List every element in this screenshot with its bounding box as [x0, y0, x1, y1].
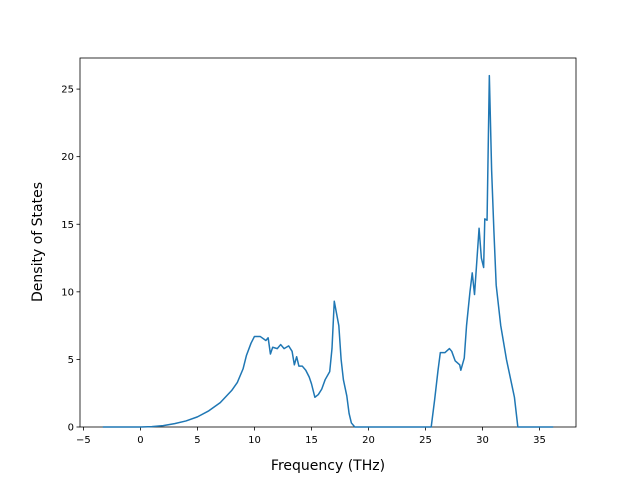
y-axis-label: Density of States — [30, 182, 46, 302]
x-tick-label: 30 — [476, 435, 489, 446]
x-tick-label: 35 — [533, 435, 546, 446]
x-tick-label: 5 — [194, 435, 200, 446]
plot-frame — [79, 57, 577, 428]
y-tick-label: 5 — [68, 355, 74, 366]
y-tick-label: 10 — [61, 287, 74, 298]
x-tick-label: 20 — [362, 435, 375, 446]
y-tick-label: 20 — [61, 152, 74, 163]
x-axis-label: Frequency (THz) — [271, 458, 385, 474]
y-tick-label: 0 — [68, 423, 74, 434]
x-tick-label: −5 — [76, 435, 91, 446]
x-tick-label: 0 — [137, 435, 143, 446]
x-tick-label: 10 — [248, 435, 261, 446]
y-tick-label: 15 — [61, 220, 74, 231]
line-series — [102, 74, 554, 428]
y-tick-label: 25 — [61, 85, 74, 96]
x-tick-label: 15 — [305, 435, 318, 446]
x-tick-label: 25 — [419, 435, 432, 446]
